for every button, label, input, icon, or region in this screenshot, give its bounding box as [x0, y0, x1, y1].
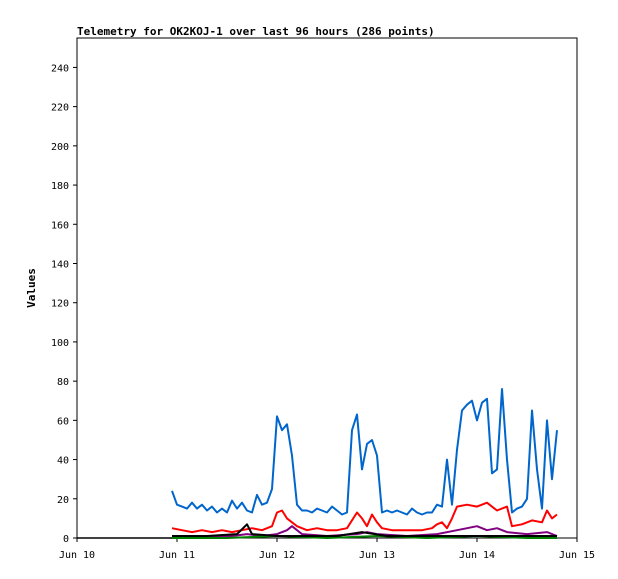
x-tick-label: Jun 10	[59, 550, 95, 561]
y-tick-label: 60	[57, 416, 69, 427]
y-axis: 0 20 40 60 80 100 120 140 160 180 200 220 240	[51, 63, 77, 545]
y-tick-label: 80	[57, 377, 69, 388]
x-tick-label: Jun 13	[359, 550, 395, 561]
y-tick-label: 180	[51, 181, 69, 192]
y-tick-label: 160	[51, 220, 69, 231]
y-tick-label: 200	[51, 142, 69, 153]
y-tick-label: 20	[57, 495, 69, 506]
plot-frame	[76, 37, 578, 539]
x-tick-label: Jun 14	[459, 550, 495, 561]
x-axis: Jun 10 Jun 11 Jun 12 Jun 13 Jun 14 Jun 15	[59, 538, 595, 561]
y-tick-label: 40	[57, 456, 69, 467]
y-tick-label: 140	[51, 259, 69, 270]
chart-title: Telemetry for OK2KOJ-1 over last 96 hour…	[77, 25, 435, 38]
series-line-2	[171, 501, 558, 534]
y-tick-label: 220	[51, 103, 69, 114]
y-axis-label: Values	[25, 268, 38, 308]
series-lines	[77, 388, 558, 539]
y-tick-label: 100	[51, 338, 69, 349]
x-tick-label: Jun 15	[559, 550, 595, 561]
x-tick-label: Jun 11	[159, 550, 195, 561]
x-tick-label: Jun 12	[259, 550, 295, 561]
series-line-4	[172, 535, 557, 539]
y-tick-label: 120	[51, 299, 69, 310]
series-line-1	[171, 388, 558, 516]
series-line-5	[172, 523, 557, 537]
y-tick-label: 240	[51, 63, 69, 74]
y-tick-label: 0	[63, 534, 69, 545]
